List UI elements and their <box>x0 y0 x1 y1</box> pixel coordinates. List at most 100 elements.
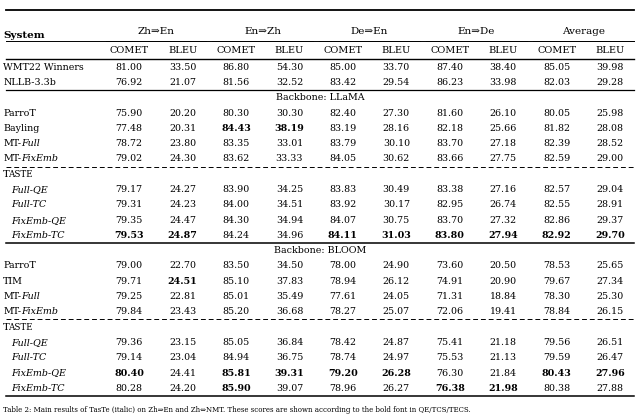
Text: 23.43: 23.43 <box>169 308 196 316</box>
Text: 84.07: 84.07 <box>330 216 356 225</box>
Text: 39.31: 39.31 <box>275 369 304 378</box>
Text: 36.68: 36.68 <box>276 308 303 316</box>
Text: FixEmb-TC: FixEmb-TC <box>12 231 65 240</box>
Text: ASTE: ASTE <box>8 323 33 331</box>
Text: 31.03: 31.03 <box>381 231 412 240</box>
Text: 80.38: 80.38 <box>543 384 570 393</box>
Text: 75.90: 75.90 <box>115 109 143 117</box>
Text: 29.70: 29.70 <box>595 231 625 240</box>
Text: 78.94: 78.94 <box>330 277 356 286</box>
Text: 18.84: 18.84 <box>490 292 516 301</box>
Text: 26.28: 26.28 <box>381 369 412 378</box>
Text: 30.49: 30.49 <box>383 185 410 194</box>
Text: 76.38: 76.38 <box>435 384 465 393</box>
Text: 26.27: 26.27 <box>383 384 410 393</box>
Text: 76.92: 76.92 <box>115 78 143 87</box>
Text: 84.11: 84.11 <box>328 231 358 240</box>
Text: 24.23: 24.23 <box>169 200 196 209</box>
Text: 24.20: 24.20 <box>169 384 196 393</box>
Text: 26.47: 26.47 <box>596 353 623 362</box>
Text: 79.02: 79.02 <box>116 155 143 163</box>
Text: 29.04: 29.04 <box>596 185 623 194</box>
Text: BLEU: BLEU <box>595 46 625 55</box>
Text: 73.60: 73.60 <box>436 261 463 270</box>
Text: 83.79: 83.79 <box>329 139 356 148</box>
Text: NLLB-3.3b: NLLB-3.3b <box>3 78 56 87</box>
Text: FixEmb: FixEmb <box>21 155 58 163</box>
Text: BLEU: BLEU <box>168 46 197 55</box>
Text: 26.74: 26.74 <box>490 200 516 209</box>
Text: FixEmb-QE: FixEmb-QE <box>12 369 67 378</box>
Text: MT-: MT- <box>3 308 21 316</box>
Text: COMET: COMET <box>323 46 362 55</box>
Text: 27.96: 27.96 <box>595 369 625 378</box>
Text: 84.94: 84.94 <box>223 353 250 362</box>
Text: 26.15: 26.15 <box>596 308 624 316</box>
Text: 80.43: 80.43 <box>541 369 572 378</box>
Text: 85.90: 85.90 <box>221 384 251 393</box>
Text: 80.40: 80.40 <box>114 369 144 378</box>
Text: 27.16: 27.16 <box>490 185 516 194</box>
Text: 78.74: 78.74 <box>330 353 356 362</box>
Text: BLEU: BLEU <box>275 46 304 55</box>
Text: 23.04: 23.04 <box>169 353 196 362</box>
Text: 79.36: 79.36 <box>115 338 143 347</box>
Text: 84.05: 84.05 <box>330 155 356 163</box>
Text: 33.98: 33.98 <box>490 78 517 87</box>
Text: 22.81: 22.81 <box>169 292 196 301</box>
Text: 79.53: 79.53 <box>115 231 144 240</box>
Text: 24.47: 24.47 <box>169 216 196 225</box>
Text: System: System <box>3 31 45 40</box>
Text: 27.34: 27.34 <box>596 277 623 286</box>
Text: 85.20: 85.20 <box>223 308 250 316</box>
Text: 83.70: 83.70 <box>436 216 463 225</box>
Text: 24.97: 24.97 <box>383 353 410 362</box>
Text: Full: Full <box>21 139 40 148</box>
Text: WMT22 Winners: WMT22 Winners <box>3 63 84 72</box>
Text: COMET: COMET <box>216 46 255 55</box>
Text: 21.07: 21.07 <box>169 78 196 87</box>
Text: 86.80: 86.80 <box>223 63 250 72</box>
Text: 83.38: 83.38 <box>436 185 463 194</box>
Text: TIM: TIM <box>3 277 23 286</box>
Text: 24.51: 24.51 <box>168 277 197 286</box>
Text: Zh⇒En: Zh⇒En <box>138 27 174 36</box>
Text: ParroT: ParroT <box>3 261 36 270</box>
Text: Full-TC: Full-TC <box>12 353 47 362</box>
Text: 78.00: 78.00 <box>330 261 356 270</box>
Text: 21.18: 21.18 <box>490 338 516 347</box>
Text: 29.54: 29.54 <box>383 78 410 87</box>
Text: 84.43: 84.43 <box>221 124 251 133</box>
Text: 79.67: 79.67 <box>543 277 570 286</box>
Text: 30.75: 30.75 <box>383 216 410 225</box>
Text: 22.70: 22.70 <box>169 261 196 270</box>
Text: 79.14: 79.14 <box>116 353 143 362</box>
Text: 33.70: 33.70 <box>383 63 410 72</box>
Text: 80.30: 80.30 <box>223 109 250 117</box>
Text: 81.60: 81.60 <box>436 109 463 117</box>
Text: 82.18: 82.18 <box>436 124 463 133</box>
Text: 54.30: 54.30 <box>276 63 303 72</box>
Text: 85.05: 85.05 <box>222 338 250 347</box>
Text: 35.49: 35.49 <box>276 292 303 301</box>
Text: 78.84: 78.84 <box>543 308 570 316</box>
Text: 85.10: 85.10 <box>223 277 250 286</box>
Text: En⇒De: En⇒De <box>458 27 495 36</box>
Text: 82.40: 82.40 <box>330 109 356 117</box>
Text: 36.75: 36.75 <box>276 353 303 362</box>
Text: 30.17: 30.17 <box>383 200 410 209</box>
Text: 83.35: 83.35 <box>222 139 250 148</box>
Text: 81.56: 81.56 <box>222 78 250 87</box>
Text: 33.50: 33.50 <box>169 63 196 72</box>
Text: 34.25: 34.25 <box>276 185 303 194</box>
Text: 84.30: 84.30 <box>223 216 250 225</box>
Text: MT-: MT- <box>3 139 21 148</box>
Text: 75.41: 75.41 <box>436 338 463 347</box>
Text: 28.16: 28.16 <box>383 124 410 133</box>
Text: 20.31: 20.31 <box>169 124 196 133</box>
Text: 78.30: 78.30 <box>543 292 570 301</box>
Text: 82.95: 82.95 <box>436 200 463 209</box>
Text: Full-TC: Full-TC <box>12 200 47 209</box>
Text: 83.62: 83.62 <box>222 155 250 163</box>
Text: 78.42: 78.42 <box>330 338 356 347</box>
